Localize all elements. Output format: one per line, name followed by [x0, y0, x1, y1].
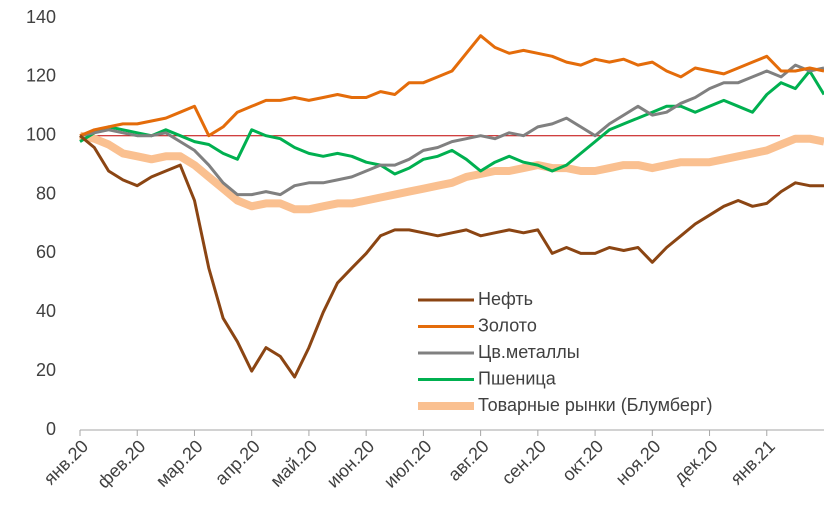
x-tick-label: ноя.20 — [612, 436, 665, 489]
series-line — [79, 69, 824, 176]
x-tick-label: авг.20 — [444, 436, 493, 485]
series-line — [79, 63, 824, 197]
x-tick-label: янв.20 — [40, 436, 93, 489]
y-tick-label: 40 — [36, 301, 56, 321]
x-tick-label: фев.20 — [93, 436, 149, 492]
legend-label: Товарные рынки (Блумберг) — [478, 395, 712, 415]
x-tick-label: дек.20 — [670, 436, 722, 488]
x-tick-label: сен.20 — [498, 436, 550, 488]
y-tick-label: 20 — [36, 360, 56, 380]
series-line — [79, 134, 824, 379]
legend-label: Нефть — [478, 289, 533, 309]
y-tick-label: 140 — [26, 7, 56, 27]
series-line — [79, 34, 824, 138]
y-tick-label: 80 — [36, 183, 56, 203]
legend-label: Пшеница — [478, 368, 557, 388]
y-tick-label: 100 — [26, 124, 56, 144]
x-tick-label: май.20 — [266, 436, 321, 491]
legend-label: Золото — [478, 315, 537, 335]
x-tick-label: мар.20 — [152, 436, 207, 491]
x-tick-label: июн.20 — [323, 436, 379, 492]
series-line — [79, 131, 824, 214]
y-tick-label: 0 — [46, 419, 56, 439]
legend-label: Цв.металлы — [478, 342, 580, 362]
y-tick-label: 120 — [26, 66, 56, 86]
x-tick-label: янв.21 — [726, 436, 779, 489]
x-tick-label: окт.20 — [558, 436, 607, 485]
y-tick-label: 60 — [36, 242, 56, 262]
x-tick-label: июл.20 — [380, 436, 436, 492]
x-tick-label: апр.20 — [211, 436, 264, 489]
